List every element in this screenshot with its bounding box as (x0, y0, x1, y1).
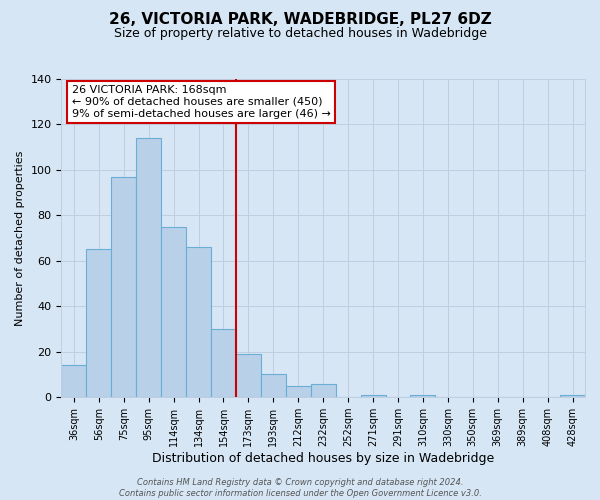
Bar (236, 354, 261, 397)
Bar (286, 386, 311, 397)
Bar (560, 395, 585, 397)
Text: Size of property relative to detached houses in Wadebridge: Size of property relative to detached ho… (113, 28, 487, 40)
Bar (61, 366, 86, 397)
X-axis label: Distribution of detached houses by size in Wadebridge: Distribution of detached houses by size … (152, 452, 494, 465)
Text: Contains HM Land Registry data © Crown copyright and database right 2024.
Contai: Contains HM Land Registry data © Crown c… (119, 478, 481, 498)
Bar (136, 138, 161, 397)
Text: 26, VICTORIA PARK, WADEBRIDGE, PL27 6DZ: 26, VICTORIA PARK, WADEBRIDGE, PL27 6DZ (109, 12, 491, 28)
Y-axis label: Number of detached properties: Number of detached properties (15, 150, 25, 326)
Bar (111, 176, 136, 397)
Bar (86, 250, 111, 397)
Bar (161, 226, 186, 397)
Text: 26 VICTORIA PARK: 168sqm
← 90% of detached houses are smaller (450)
9% of semi-d: 26 VICTORIA PARK: 168sqm ← 90% of detach… (72, 86, 331, 118)
Bar (410, 395, 436, 397)
Bar (261, 374, 286, 397)
Bar (361, 395, 386, 397)
Bar (311, 384, 335, 397)
Bar (211, 329, 236, 397)
Bar (186, 247, 211, 397)
